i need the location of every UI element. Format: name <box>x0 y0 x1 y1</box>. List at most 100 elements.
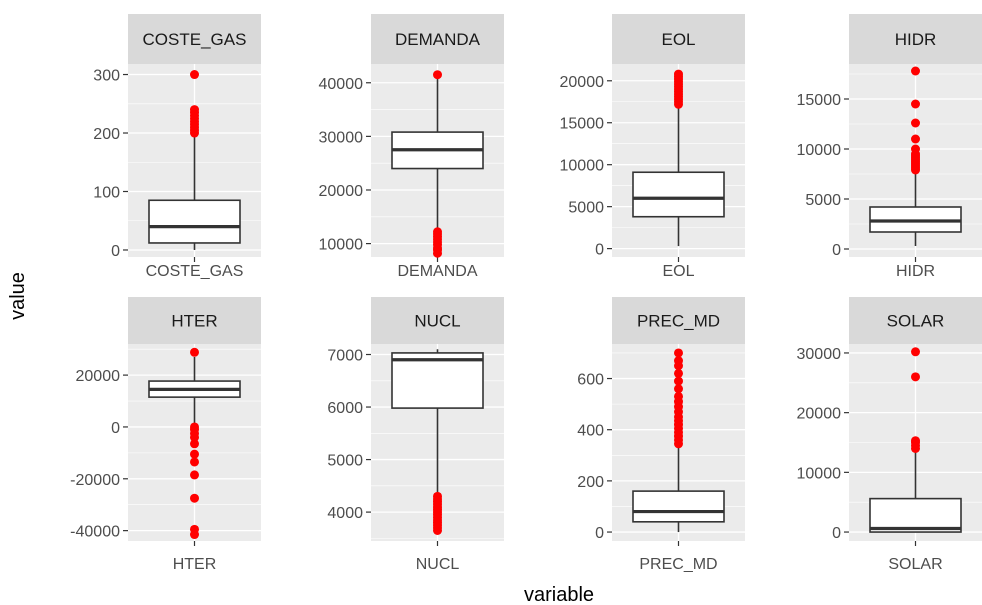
y-axis-title: value <box>7 272 29 320</box>
y-tick-label: 5000 <box>568 200 604 217</box>
box <box>869 497 962 533</box>
strip-background <box>128 297 261 344</box>
box <box>632 490 725 523</box>
y-tick-label: 20000 <box>560 74 605 91</box>
x-tick-label: PREC_MD <box>639 556 717 573</box>
box <box>632 171 725 218</box>
outlier-point <box>674 356 683 366</box>
strip-label: EOL <box>661 30 695 49</box>
strip-background <box>371 14 504 64</box>
y-tick-label: 5000 <box>805 192 841 209</box>
outlier-point <box>911 118 920 128</box>
y-tick-label: 0 <box>832 525 841 542</box>
x-tick-label: SOLAR <box>888 556 942 573</box>
outlier-point <box>190 470 199 480</box>
strip-background <box>371 297 504 344</box>
y-tick-label: 4000 <box>327 505 363 522</box>
y-tick-label: 6000 <box>327 400 363 417</box>
outlier-point <box>433 70 442 80</box>
strip-label: NUCL <box>414 312 460 331</box>
y-tick-label: 400 <box>577 423 604 440</box>
y-tick-label: 30000 <box>797 346 842 363</box>
strip-label: COSTE_GAS <box>143 30 247 49</box>
y-tick-label: -20000 <box>70 472 120 489</box>
outlier-point <box>190 457 199 467</box>
outlier-point <box>433 491 442 501</box>
outlier-point <box>911 66 920 76</box>
outlier-point <box>190 439 199 449</box>
y-tick-label: 20000 <box>76 368 121 385</box>
outlier-point <box>190 524 199 534</box>
panel-prec-md: 0 200 400 600 PREC_MD PREC_MD <box>577 297 745 573</box>
y-tick-label: 10000 <box>797 465 842 482</box>
panel-hter: -40000 -20000 0 20000 HTER HTER <box>70 297 261 573</box>
y-tick-label: 100 <box>93 184 120 201</box>
y-tick-label: 15000 <box>797 92 842 109</box>
y-tick-label: -40000 <box>70 524 120 541</box>
outlier-point <box>911 134 920 144</box>
x-tick-label: HTER <box>173 556 217 573</box>
x-tick-label: DEMANDA <box>397 263 477 280</box>
panel-nucl: 4000 5000 6000 7000 NUCL NUCL <box>327 297 504 573</box>
outlier-point <box>190 422 199 432</box>
y-tick-label: 20000 <box>797 406 842 423</box>
strip-label: PREC_MD <box>637 312 720 331</box>
box <box>391 352 484 409</box>
strip-background <box>849 14 982 64</box>
outlier-point <box>190 105 199 115</box>
strip-label: HTER <box>171 312 217 331</box>
y-tick-label: 0 <box>832 242 841 259</box>
panel-demanda: 10000 20000 30000 40000 DEMANDA DEMANDA <box>319 14 504 280</box>
y-tick-label: 300 <box>93 68 120 85</box>
outlier-point <box>674 368 683 378</box>
y-tick-label: 15000 <box>560 116 605 133</box>
strip-background <box>128 14 261 64</box>
outlier-point <box>911 99 920 109</box>
y-tick-label: 10000 <box>560 158 605 175</box>
strip-background <box>612 297 745 344</box>
y-tick-label: 0 <box>111 420 120 437</box>
strip-label: SOLAR <box>887 312 945 331</box>
y-tick-label: 20000 <box>319 183 364 200</box>
panel-solar: 0 10000 20000 30000 SOLAR SOLAR <box>797 297 982 573</box>
outlier-point <box>674 348 683 358</box>
x-tick-label: EOL <box>662 263 694 280</box>
y-tick-label: 200 <box>577 474 604 491</box>
x-tick-label: NUCL <box>416 556 460 573</box>
y-tick-label: 0 <box>111 243 120 260</box>
outlier-point <box>911 436 920 446</box>
y-tick-label: 200 <box>93 126 120 143</box>
x-tick-label: HIDR <box>896 263 935 280</box>
x-axis-title: variable <box>524 584 594 605</box>
strip-background <box>849 297 982 344</box>
outlier-point <box>433 227 442 237</box>
outlier-point <box>911 144 920 154</box>
y-tick-label: 5000 <box>327 453 363 470</box>
y-tick-label: 600 <box>577 372 604 389</box>
outlier-point <box>674 69 683 79</box>
outlier-point <box>911 347 920 357</box>
outlier-point <box>190 347 199 357</box>
strip-label: HIDR <box>895 30 937 49</box>
outlier-point <box>674 376 683 386</box>
y-tick-label: 30000 <box>319 129 364 146</box>
panel-hidr: 0 5000 10000 15000 HIDR HIDR <box>797 14 982 280</box>
outlier-point <box>190 70 199 80</box>
box <box>148 199 241 244</box>
strip-background <box>612 14 745 64</box>
y-tick-label: 0 <box>595 525 604 542</box>
panel-eol: 0 5000 10000 15000 20000 EOL EOL <box>560 14 745 280</box>
y-tick-label: 10000 <box>319 237 364 254</box>
y-tick-label: 10000 <box>797 142 842 159</box>
strip-label: DEMANDA <box>395 30 481 49</box>
y-tick-label: 7000 <box>327 348 363 365</box>
outlier-point <box>190 493 199 503</box>
outlier-point <box>911 372 920 382</box>
y-tick-label: 40000 <box>319 76 364 93</box>
panels-layer: 0100200300COSTE_GASCOSTE_GAS100002000030… <box>70 14 982 573</box>
outlier-point <box>674 384 683 394</box>
x-tick-label: COSTE_GAS <box>146 263 244 280</box>
panel-coste-gas: 0 100 200 300 COSTE_GAS COSTE_GAS <box>93 14 261 280</box>
outlier-point <box>674 391 683 401</box>
